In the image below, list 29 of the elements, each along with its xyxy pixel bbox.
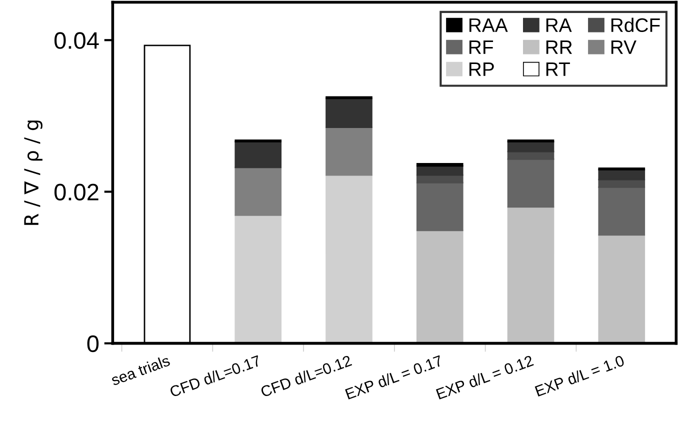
legend-label: RAA: [469, 18, 508, 32]
legend-label: RT: [546, 62, 570, 76]
bar: [234, 140, 282, 168]
bar: [598, 186, 646, 236]
y-axis-title: R / ∇ / ρ / g: [24, 120, 42, 225]
x-tick-label: EXP d/L = 1.0: [534, 354, 625, 397]
bar: [416, 230, 464, 344]
bar: [234, 214, 282, 344]
bar: [326, 174, 372, 344]
bar: [416, 174, 464, 184]
y-tick-label: 0: [87, 335, 99, 352]
legend-label: RF: [469, 40, 494, 54]
legend-label: RA: [546, 18, 572, 32]
bar: [598, 169, 646, 180]
bar: [598, 234, 646, 344]
legend-label: RR: [546, 40, 572, 54]
bar: [507, 158, 554, 208]
bar: [234, 166, 282, 216]
legend-label: RP: [469, 62, 494, 76]
bar: [507, 206, 554, 344]
y-tick-label: 0.02: [54, 184, 98, 201]
legend-label: RV: [611, 40, 636, 54]
bar: [326, 126, 372, 176]
bar: [416, 182, 464, 232]
bar: [326, 98, 372, 128]
y-tick-label: 0.04: [54, 32, 99, 49]
bar: [416, 162, 464, 167]
legend-label: RdCF: [611, 18, 660, 32]
x-tick-label: sea trials: [110, 354, 171, 386]
